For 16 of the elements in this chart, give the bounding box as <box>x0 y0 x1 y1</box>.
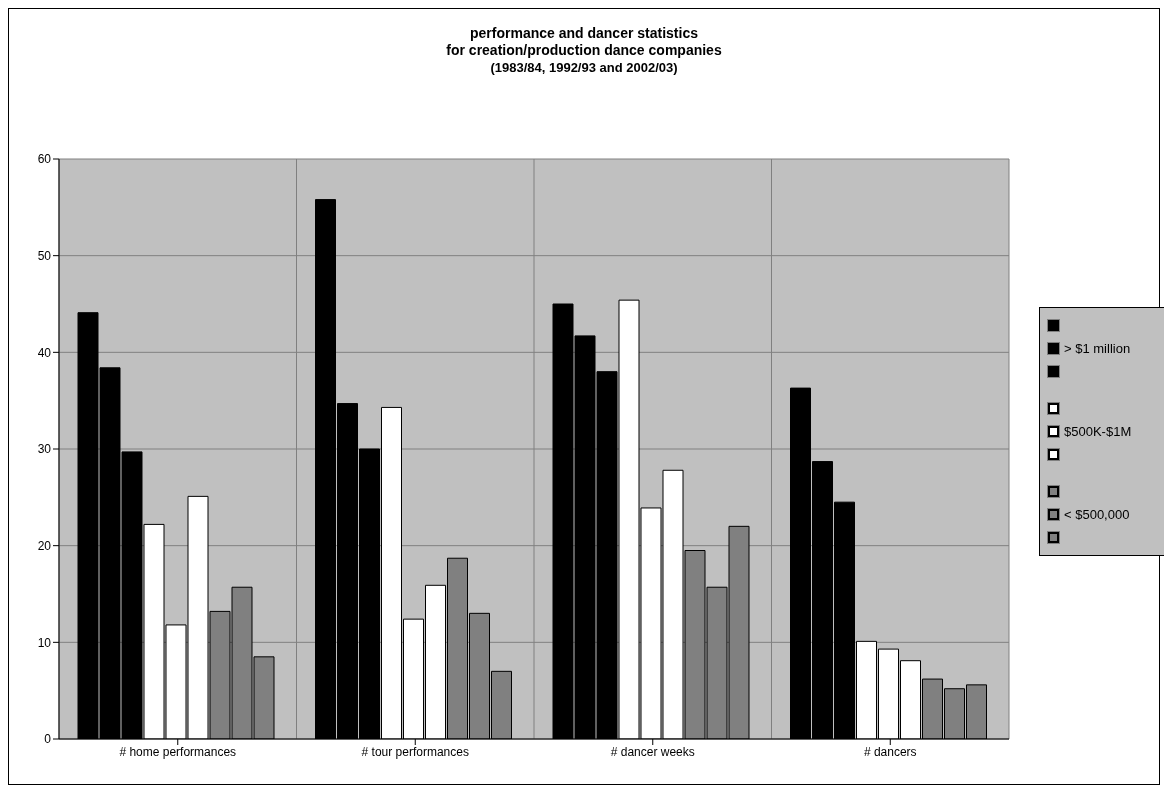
y-tick-label: 10 <box>37 635 52 650</box>
x-tick-label: # tour performances <box>361 744 469 759</box>
legend-label: $500K-$1M <box>1064 424 1132 439</box>
legend-label: > $1 million <box>1064 341 1131 356</box>
y-tick-label: 60 <box>37 152 52 167</box>
chart-title: performance and dancer statistics for creation/production dance companies <box>445 25 723 59</box>
x-tick-label: # dancers <box>863 744 917 759</box>
y-tick-label: 30 <box>37 442 52 457</box>
y-tick-label: 20 <box>37 538 52 553</box>
legend-label: < $500,000 <box>1064 507 1130 522</box>
y-tick-label: 0 <box>44 732 52 747</box>
chart-subtitle: (1983/84, 1992/93 and 2002/03) <box>489 59 679 76</box>
x-tick-label: # home performances <box>119 744 237 759</box>
x-tick-label: # dancer weeks <box>610 744 695 759</box>
y-tick-label: 50 <box>37 248 52 263</box>
y-tick-label: 40 <box>37 345 52 360</box>
